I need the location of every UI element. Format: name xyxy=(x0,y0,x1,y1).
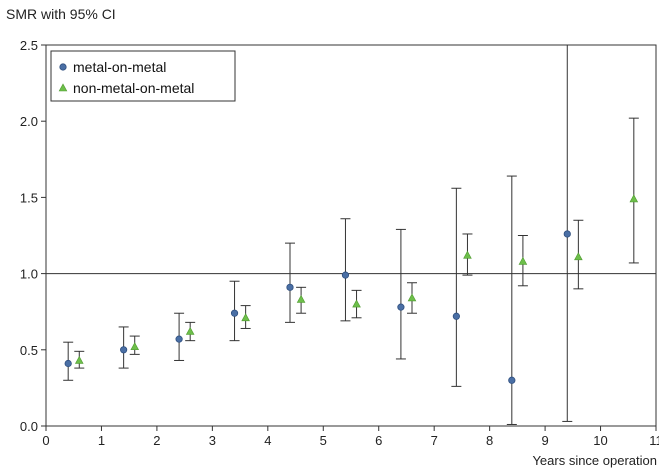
x-tick-label: 5 xyxy=(320,433,327,448)
x-tick-label: 8 xyxy=(486,433,493,448)
data-point-triangle xyxy=(629,194,639,203)
x-tick-label: 9 xyxy=(541,433,548,448)
legend-marker-triangle xyxy=(58,83,68,92)
data-layer xyxy=(63,45,639,425)
data-point-circle xyxy=(508,376,516,384)
data-point-triangle xyxy=(296,294,306,303)
data-point-circle xyxy=(286,283,294,291)
y-axis-label: SMR with 95% CI xyxy=(6,6,116,22)
data-point-circle xyxy=(397,303,405,311)
x-axis-label: Years since operation xyxy=(532,453,657,468)
data-point-triangle xyxy=(407,293,417,302)
legend-label: metal-on-metal xyxy=(73,59,166,75)
data-point-circle xyxy=(341,271,350,279)
data-point-circle xyxy=(230,309,239,317)
data-point-triangle xyxy=(130,342,140,351)
legend-marker-circle xyxy=(59,63,67,71)
y-tick-label: 1.0 xyxy=(20,267,38,282)
y-tick-label: 0.0 xyxy=(20,419,38,434)
data-point-circle xyxy=(452,312,460,320)
x-tick-label: 0 xyxy=(42,433,49,448)
data-point-triangle xyxy=(74,355,84,364)
data-point-circle xyxy=(175,335,183,343)
x-tick-label: 3 xyxy=(209,433,216,448)
x-tick-label: 7 xyxy=(431,433,438,448)
data-point-triangle xyxy=(352,299,361,308)
x-tick-label: 11 xyxy=(649,433,659,448)
plot-frame xyxy=(45,44,657,427)
data-point-circle xyxy=(120,346,128,354)
data-point-triangle xyxy=(241,313,250,322)
y-tick-label: 2.5 xyxy=(20,38,38,53)
x-tick-label: 10 xyxy=(593,433,607,448)
legend: metal-on-metal non-metal-on-metal xyxy=(50,50,236,102)
legend-label: non-metal-on-metal xyxy=(73,80,194,96)
x-tick-label: 2 xyxy=(153,433,160,448)
data-point-circle xyxy=(64,359,72,368)
y-tick-label: 0.5 xyxy=(20,343,38,358)
data-point-triangle xyxy=(185,326,195,335)
legend-box xyxy=(50,50,236,102)
data-point-triangle xyxy=(463,250,472,259)
y-tick-label: 2.0 xyxy=(20,114,38,129)
x-tick-label: 1 xyxy=(98,433,105,448)
x-tick-label: 4 xyxy=(264,433,271,448)
data-point-circle xyxy=(563,230,571,238)
data-point-triangle xyxy=(518,256,528,265)
data-point-triangle xyxy=(574,252,583,261)
y-tick-label: 1.5 xyxy=(20,190,38,205)
x-tick-label: 6 xyxy=(375,433,382,448)
